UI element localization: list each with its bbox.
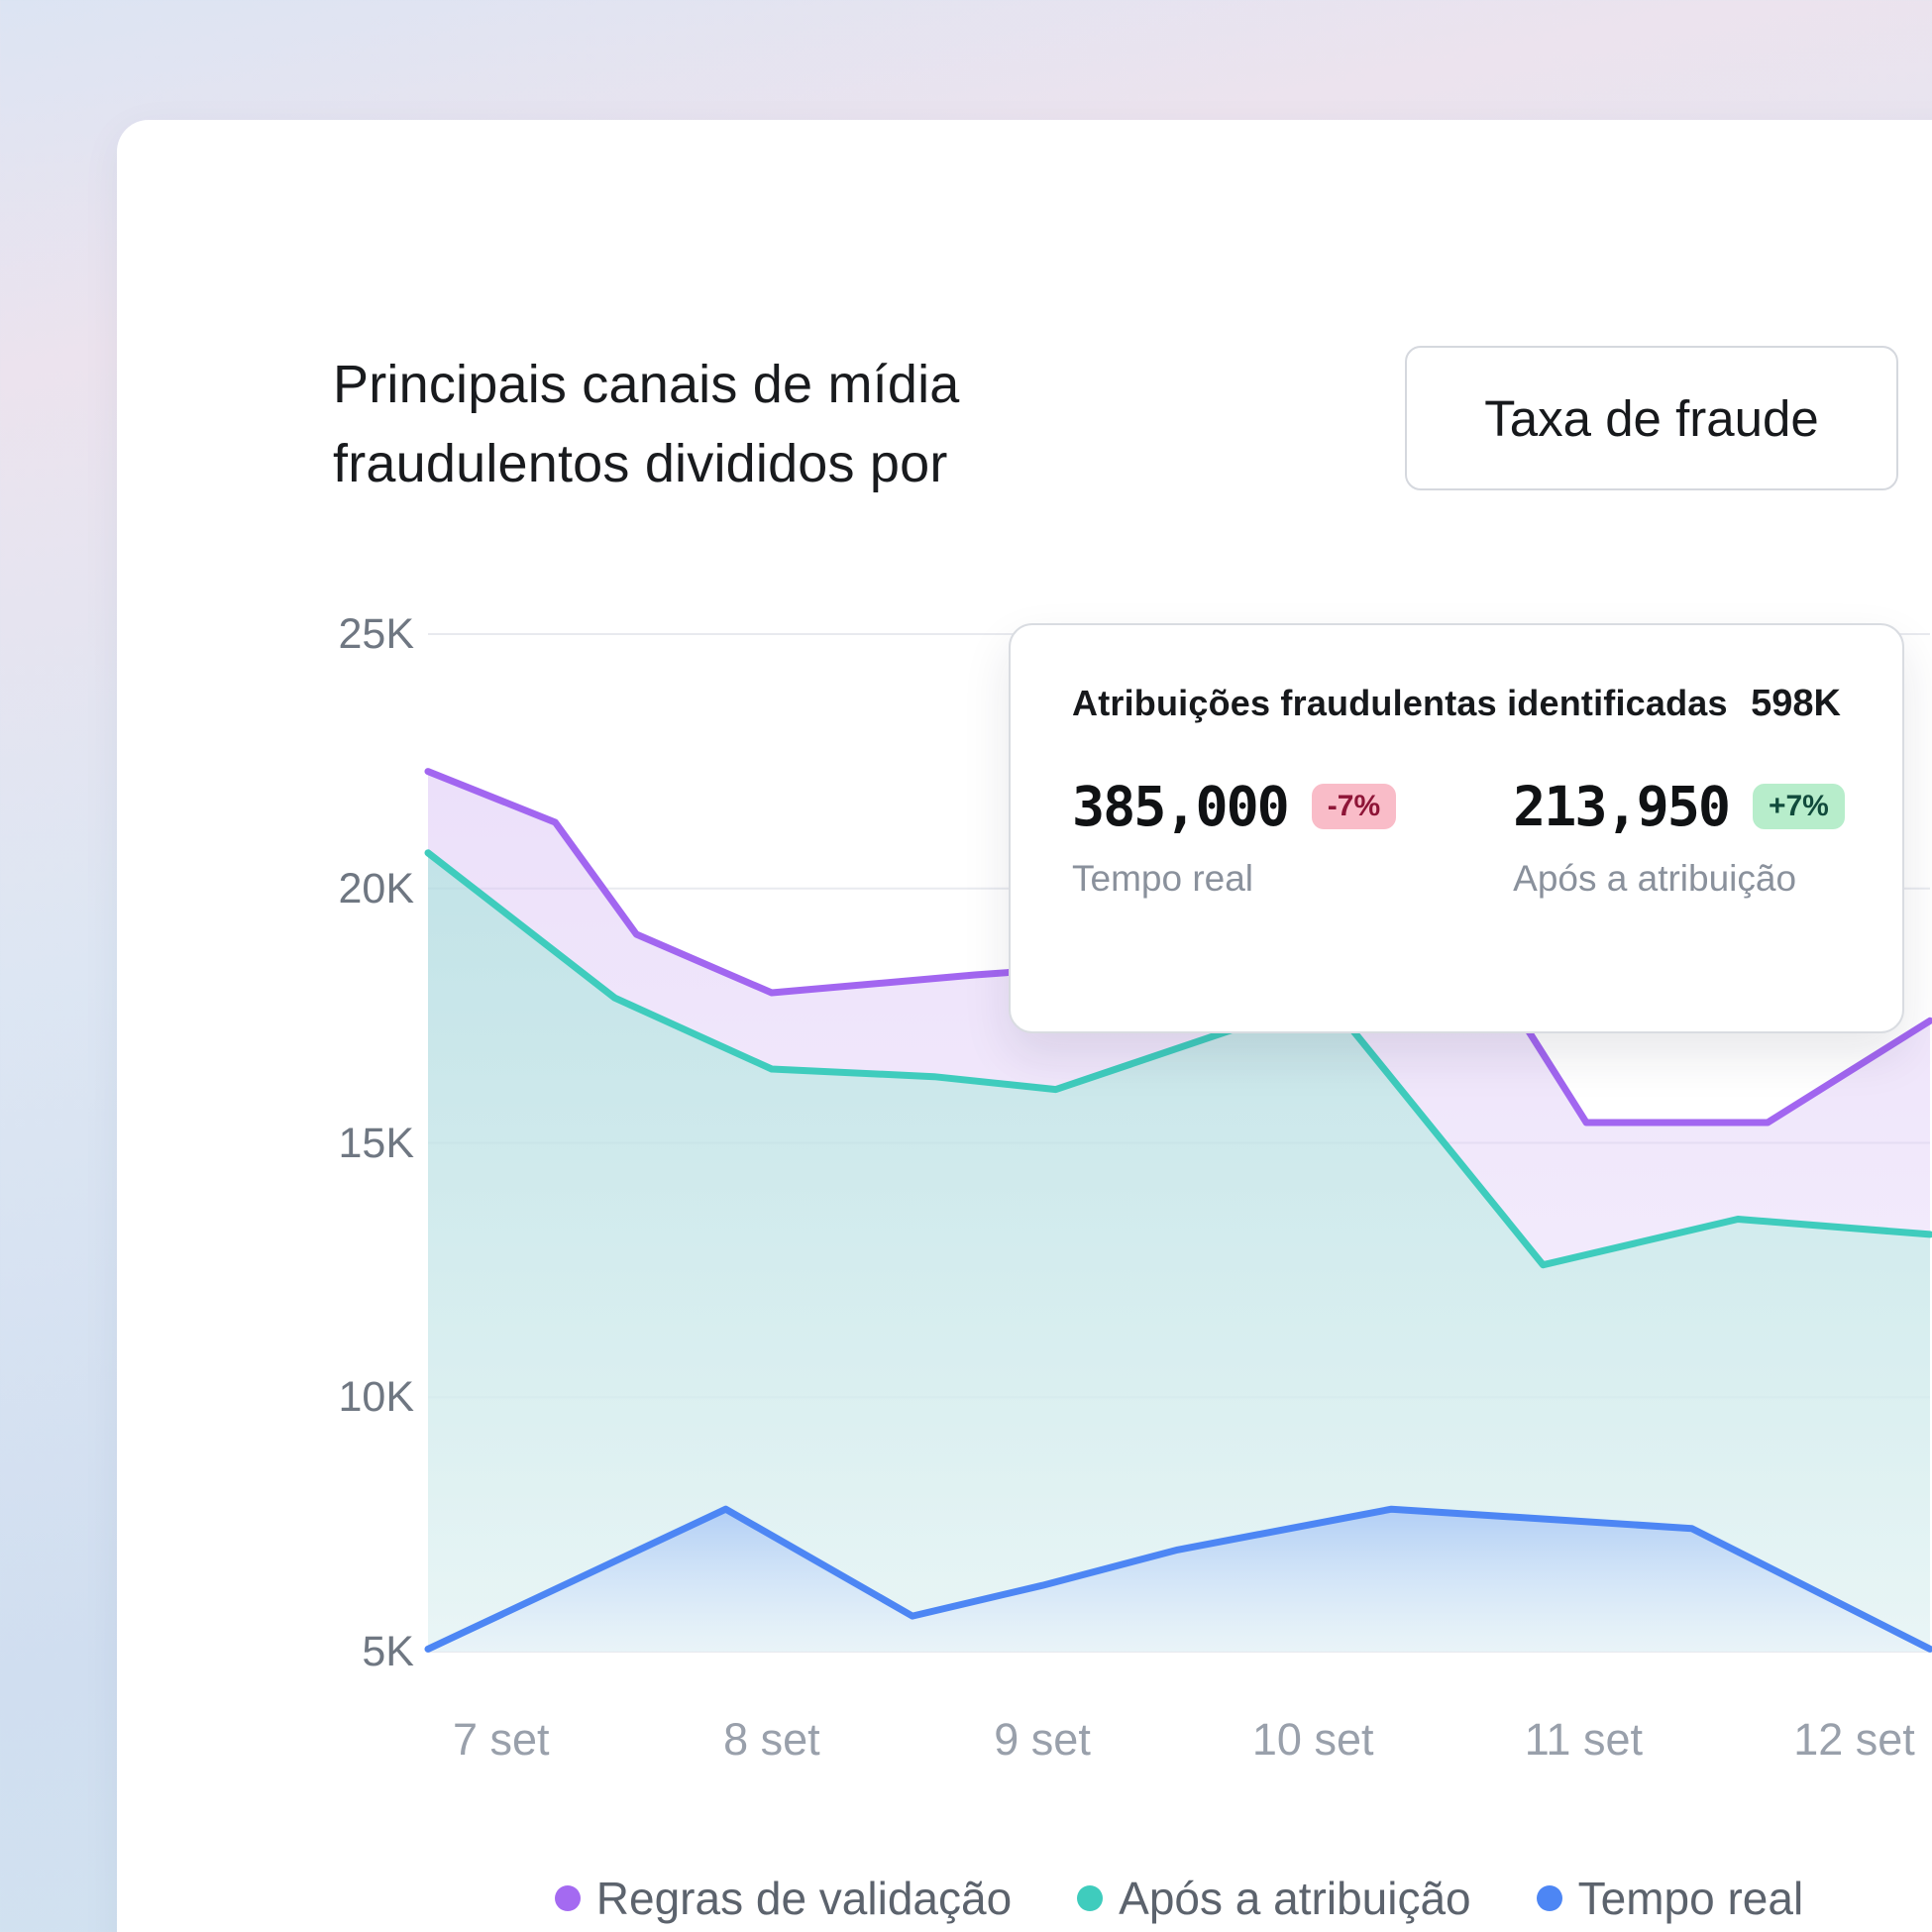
post-attribution-dot-icon	[1077, 1885, 1104, 1911]
legend-item-post-attribution[interactable]: Após a atribuição	[1077, 1872, 1471, 1925]
series-line-1	[424, 849, 1932, 1269]
chart-tooltip: Atribuições fraudulentas identificadas 5…	[1009, 623, 1904, 1033]
page-title-line2: fraudulentos divididos por	[333, 433, 948, 493]
x-tick-10-set: 10 set	[1251, 1714, 1374, 1765]
post-attribution-value: 213,950	[1513, 775, 1731, 838]
realtime-label: Tempo real	[1072, 858, 1254, 899]
tooltip-total-value: 598K	[1751, 683, 1841, 724]
chart-legend: Regras de validação Após a atribuição Te…	[428, 1872, 1930, 1925]
legend-item-validation-rules[interactable]: Regras de validação	[554, 1872, 1013, 1925]
tooltip-metric-realtime: 385,000 -7% Tempo real	[1072, 775, 1397, 900]
post-attribution-label: Após a atribuição	[1513, 858, 1797, 899]
fraud-rate-button[interactable]: Taxa de fraude	[1405, 346, 1898, 490]
series-area-1	[428, 852, 1930, 1652]
legend-item-label: Tempo real	[1577, 1873, 1804, 1924]
x-tick-7-set: 7 set	[452, 1714, 550, 1765]
x-tick-9-set: 9 set	[994, 1714, 1091, 1765]
series-area-2	[428, 1509, 1930, 1652]
realtime-value: 385,000	[1072, 775, 1290, 838]
post-attribution-delta-badge: +7%	[1752, 784, 1845, 829]
y-tick-20K: 20K	[338, 864, 414, 912]
dashboard-card: Principais canais de mídia fraudulentos …	[117, 120, 1932, 1932]
series-line-2	[424, 1505, 1932, 1653]
y-tick-25K: 25K	[338, 610, 414, 658]
legend-item-label: Após a atribuição	[1119, 1873, 1471, 1924]
legend-item-realtime[interactable]: Tempo real	[1536, 1872, 1804, 1925]
realtime-delta-badge: -7%	[1311, 784, 1397, 829]
realtime-dot-icon	[1536, 1885, 1562, 1911]
validation-rules-dot-icon	[554, 1885, 581, 1911]
tooltip-metric-post-attribution: 213,950 +7% Após a atribuição	[1513, 775, 1845, 900]
page-title-line1: Principais canais de mídia	[333, 355, 960, 414]
y-tick-10K: 10K	[338, 1373, 414, 1422]
x-tick-11-set: 11 set	[1524, 1714, 1643, 1765]
x-tick-8-set: 8 set	[723, 1714, 820, 1765]
page-title: Principais canais de mídia fraudulentos …	[333, 346, 1126, 504]
legend-item-label: Regras de validação	[595, 1873, 1013, 1924]
y-tick-5K: 5K	[362, 1628, 414, 1675]
tooltip-title: Atribuições fraudulentas identificadas	[1072, 683, 1728, 723]
y-tick-15K: 15K	[338, 1119, 414, 1167]
x-tick-12-set: 12 set	[1793, 1714, 1915, 1765]
